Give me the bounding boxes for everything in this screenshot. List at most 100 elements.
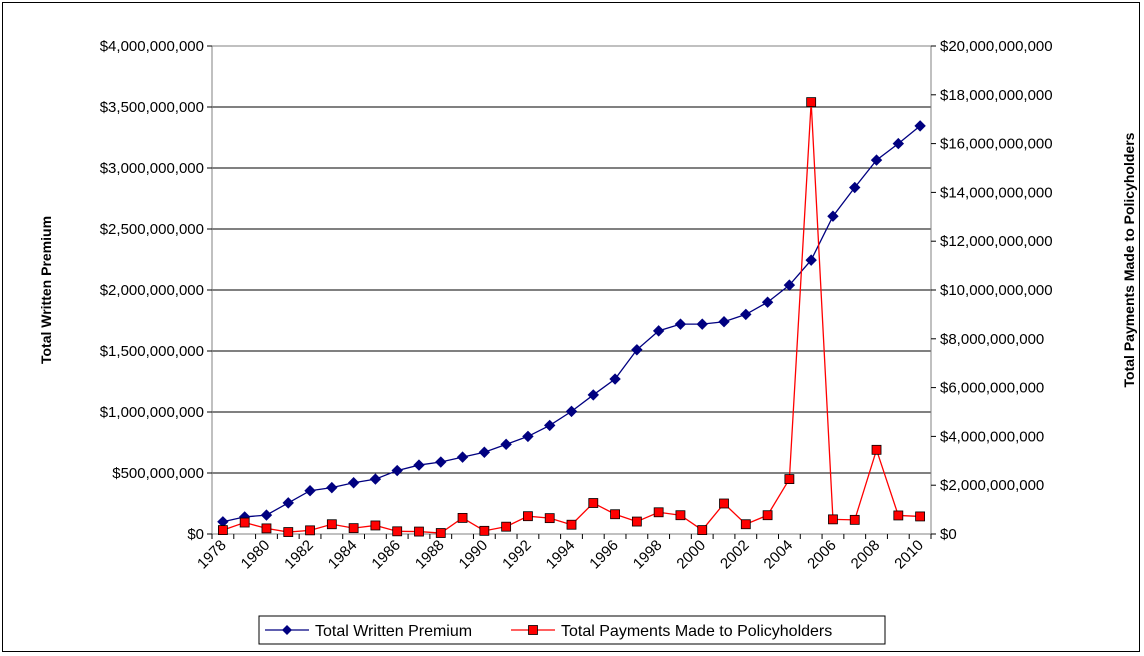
total-payments-made-to-policyholders-point xyxy=(348,523,359,534)
total-payments-made-to-policyholders-point xyxy=(326,519,337,530)
total-payments-made-to-policyholders-point xyxy=(675,510,686,521)
left-axis-ticks: $0 $500,000,000 $1,000,000,000 $1,500,000,0… xyxy=(100,38,212,543)
total-payments-made-to-policyholders-point xyxy=(523,511,533,522)
total-payments-made-to-policyholders-line xyxy=(222,102,921,534)
total-payments-made-to-policyholders-point xyxy=(370,520,381,531)
x-tick-label: 1986 xyxy=(368,537,404,573)
total-written-premium-point xyxy=(631,344,643,356)
left-tick-label: $500,000,000 xyxy=(112,465,204,482)
right-tick-label: $8,000,000,000 xyxy=(940,331,1044,348)
x-tick-label: 1994 xyxy=(543,537,579,573)
total-payments-made-to-policyholders-point xyxy=(479,525,490,536)
total-payments-made-to-policyholders-point xyxy=(261,523,272,534)
total-payments-made-to-policyholders-point xyxy=(719,498,729,509)
x-tick-label: 1980 xyxy=(238,537,274,573)
total-payments-made-to-policyholders-point xyxy=(740,519,751,530)
legend-total-written-premium-marker xyxy=(282,625,292,635)
total-written-premium-point xyxy=(282,497,294,509)
total-payments-made-to-policyholders-point xyxy=(653,507,664,518)
total-written-premium-point xyxy=(783,279,796,291)
left-axis-title: Total Written Premium xyxy=(38,216,54,364)
x-axis-ticks: 1978 1980 1982 1984 1986 1988 1990 1992 1994 1996… xyxy=(194,534,932,573)
legend-total-payments-made-to-policyholders-marker xyxy=(528,625,538,635)
total-written-premium-point xyxy=(326,481,338,494)
total-written-premium-point xyxy=(304,484,316,497)
right-tick-label: $4,000,000,000 xyxy=(940,428,1044,445)
total-written-premium-point xyxy=(522,430,534,443)
total-written-premium-point xyxy=(740,308,752,321)
total-written-premium-point xyxy=(544,419,556,432)
total-written-premium-point xyxy=(827,210,839,222)
total-payments-made-to-policyholders-point xyxy=(915,511,926,522)
total-written-premium-point xyxy=(456,451,469,463)
total-written-premium-point xyxy=(369,473,382,485)
total-written-premium-point xyxy=(609,373,621,385)
total-written-premium-point xyxy=(849,181,861,194)
right-tick-label: $6,000,000,000 xyxy=(940,380,1044,397)
total-payments-made-to-policyholders-point xyxy=(501,521,512,532)
total-written-premium-point xyxy=(413,459,425,471)
total-payments-made-to-policyholders-point xyxy=(697,525,708,535)
total-written-premium-point xyxy=(805,254,817,266)
total-payments-made-to-policyholders-point xyxy=(893,510,904,521)
total-payments-made-to-policyholders-point xyxy=(283,527,294,537)
right-tick-label: $12,000,000,000 xyxy=(940,233,1053,250)
right-tick-label: $20,000,000,000 xyxy=(940,38,1053,55)
total-payments-made-to-policyholders-point xyxy=(544,513,555,524)
total-written-premium-point xyxy=(652,325,665,337)
total-written-premium-point xyxy=(347,477,360,489)
x-tick-label: 2002 xyxy=(717,537,753,573)
series-layer xyxy=(217,97,926,538)
x-tick-label: 2004 xyxy=(761,537,797,573)
total-payments-made-to-policyholders-point xyxy=(457,512,468,523)
x-tick-label: 1982 xyxy=(281,537,317,573)
total-written-premium-point xyxy=(892,137,905,150)
total-written-premium-point xyxy=(914,120,926,132)
gridlines xyxy=(212,45,931,474)
total-payments-made-to-policyholders-point xyxy=(762,510,773,521)
total-payments-made-to-policyholders-point xyxy=(828,514,838,525)
total-payments-made-to-policyholders-point xyxy=(610,509,620,520)
legend-box xyxy=(258,615,886,645)
x-tick-label: 2008 xyxy=(848,537,884,573)
total-payments-made-to-policyholders-point xyxy=(784,474,795,485)
right-tick-label: $10,000,000,000 xyxy=(940,282,1053,299)
total-payments-made-to-policyholders-point xyxy=(435,528,446,538)
x-tick-label: 1990 xyxy=(456,537,492,573)
legend-total-written-premium-label: Total Written Premium xyxy=(315,623,472,640)
total-payments-made-to-policyholders-point xyxy=(239,517,250,528)
total-payments-made-to-policyholders-point xyxy=(217,525,228,535)
x-tick-label: 2006 xyxy=(804,537,840,573)
total-payments-made-to-policyholders-point xyxy=(305,525,315,536)
total-written-premium-point xyxy=(761,296,774,308)
total-written-premium-point xyxy=(260,509,273,521)
left-tick-label: $0 xyxy=(187,526,204,543)
left-tick-label: $4,000,000,000 xyxy=(100,38,204,55)
right-tick-label: $16,000,000,000 xyxy=(940,136,1053,153)
right-tick-label: $0 xyxy=(940,526,957,543)
total-written-premium-point xyxy=(674,318,687,330)
total-written-premium-point xyxy=(870,154,883,166)
total-payments-made-to-policyholders-point xyxy=(849,514,860,525)
total-payments-made-to-policyholders-point xyxy=(392,526,403,537)
x-tick-label: 1984 xyxy=(325,537,361,573)
total-payments-made-to-policyholders-point xyxy=(566,519,577,530)
x-tick-label: 2010 xyxy=(891,537,927,573)
total-written-premium-point xyxy=(565,405,578,418)
total-payments-made-to-policyholders-point xyxy=(588,498,599,508)
left-tick-label: $3,500,000,000 xyxy=(100,99,204,116)
right-axis-title: Total Payments Made to Policyholders xyxy=(1121,132,1137,387)
legend-total-payments-made-to-policyholders-label: Total Payments Made to Policyholders xyxy=(561,623,832,640)
total-payments-made-to-policyholders-point xyxy=(631,516,642,527)
left-tick-label: $1,500,000,000 xyxy=(100,343,204,360)
total-payments-made-to-policyholders-point xyxy=(871,444,882,455)
total-payments-made-to-policyholders-point xyxy=(414,526,424,537)
x-tick-label: 1996 xyxy=(586,537,622,573)
x-tick-label: 1992 xyxy=(499,537,535,573)
total-written-premium-point xyxy=(587,389,599,401)
total-written-premium-point xyxy=(478,446,491,458)
left-tick-label: $3,000,000,000 xyxy=(100,160,204,177)
total-written-premium-point xyxy=(500,438,512,451)
right-tick-label: $14,000,000,000 xyxy=(940,184,1053,201)
left-tick-label: $1,000,000,000 xyxy=(100,404,204,421)
